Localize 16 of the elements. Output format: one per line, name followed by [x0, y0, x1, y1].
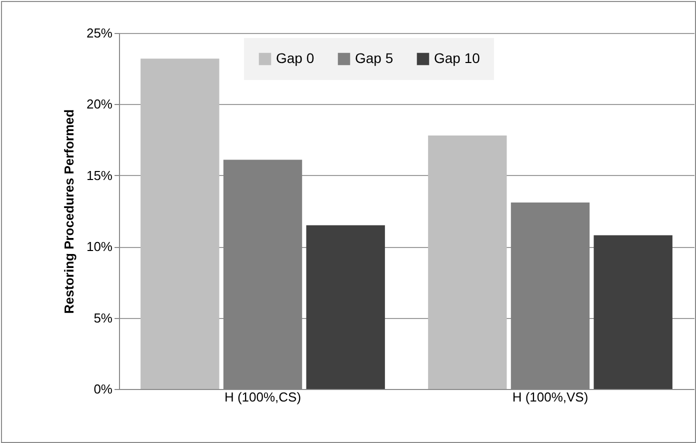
y-tick-label: 10%	[86, 239, 113, 254]
y-axis-title: Restoring Procedures Performed	[61, 109, 76, 314]
x-tick-label: H (100%,VS)	[512, 390, 588, 404]
legend-label: Gap 5	[355, 50, 394, 66]
bar	[306, 225, 385, 389]
y-tick-label: 25%	[86, 26, 113, 40]
y-tick-label: 15%	[86, 168, 113, 183]
legend-label: Gap 0	[276, 50, 314, 66]
x-tick-label: H (100%,CS)	[224, 390, 302, 404]
y-tick-label: 5%	[94, 310, 113, 326]
bar	[594, 235, 672, 389]
y-tick-label: 20%	[86, 96, 113, 112]
bar	[428, 136, 507, 389]
y-tick-label: 0%	[94, 382, 113, 396]
bar	[140, 58, 220, 389]
legend-label: Gap 10	[434, 50, 480, 66]
